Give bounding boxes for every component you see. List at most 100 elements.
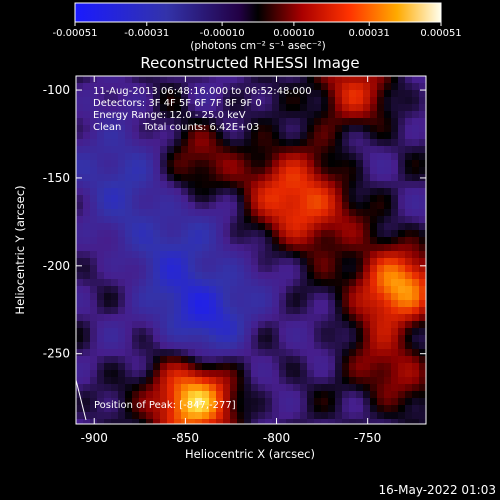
heatmap-cell <box>342 167 350 175</box>
heatmap-cell <box>146 132 154 140</box>
heatmap-cell <box>223 419 231 424</box>
heatmap-cell <box>216 412 224 420</box>
heatmap-cell <box>398 132 406 140</box>
heatmap-cell <box>132 230 140 238</box>
heatmap-cell <box>370 335 378 343</box>
heatmap-cell <box>356 349 364 357</box>
heatmap-cell <box>118 377 126 385</box>
heatmap-cell <box>384 111 392 119</box>
heatmap-cell <box>335 244 343 252</box>
heatmap-cell <box>412 146 420 154</box>
colorbar-tick-label: 0.00051 <box>420 28 461 39</box>
heatmap-cell <box>363 216 371 224</box>
heatmap-cell <box>370 279 378 287</box>
heatmap-cell <box>307 104 315 112</box>
heatmap-cell <box>209 405 217 413</box>
heatmap-cell <box>405 139 413 147</box>
heatmap-cell <box>384 244 392 252</box>
heatmap-cell <box>146 377 154 385</box>
heatmap-cell <box>223 356 231 364</box>
heatmap-cell <box>342 356 350 364</box>
heatmap-cell <box>202 405 210 413</box>
heatmap-cell <box>104 286 112 294</box>
heatmap-cell <box>139 391 147 399</box>
heatmap-cell <box>195 111 203 119</box>
heatmap-cell <box>384 167 392 175</box>
heatmap-cell <box>139 153 147 161</box>
heatmap-cell <box>307 174 315 182</box>
heatmap-cell <box>202 286 210 294</box>
heatmap-cell <box>237 272 245 280</box>
heatmap-cell <box>279 363 287 371</box>
heatmap-cell <box>209 118 217 126</box>
heatmap-cell <box>139 349 147 357</box>
heatmap-cell <box>83 230 91 238</box>
heatmap-cell <box>363 405 371 413</box>
heatmap-cell <box>153 139 161 147</box>
heatmap-cell <box>146 139 154 147</box>
heatmap-cell <box>293 202 301 210</box>
heatmap-cell <box>167 321 175 329</box>
heatmap-cell <box>174 419 182 424</box>
heatmap-cell <box>188 146 196 154</box>
heatmap-cell <box>419 251 426 259</box>
heatmap-cell <box>216 132 224 140</box>
heatmap-cell <box>307 363 315 371</box>
heatmap-cell <box>132 167 140 175</box>
heatmap-cell <box>286 342 294 350</box>
heatmap-cell <box>363 167 371 175</box>
heatmap-cell <box>160 153 168 161</box>
heatmap-cell <box>419 342 426 350</box>
heatmap-cell <box>377 314 385 322</box>
heatmap-cell <box>209 139 217 147</box>
heatmap-cell <box>370 223 378 231</box>
heatmap-cell <box>384 174 392 182</box>
heatmap-cell <box>286 223 294 231</box>
heatmap-cell <box>307 146 315 154</box>
heatmap-cell <box>202 335 210 343</box>
heatmap-cell <box>342 76 350 84</box>
heatmap-cell <box>90 300 98 308</box>
heatmap-cell <box>125 237 133 245</box>
heatmap-cell <box>167 244 175 252</box>
heatmap-cell <box>356 146 364 154</box>
heatmap-cell <box>111 307 119 315</box>
heatmap-cell <box>237 384 245 392</box>
heatmap-cell <box>139 363 147 371</box>
heatmap-cell <box>97 328 105 336</box>
heatmap-cell <box>118 328 126 336</box>
heatmap-cell <box>104 391 112 399</box>
heatmap-cell <box>160 97 168 105</box>
heatmap-cell <box>349 146 357 154</box>
heatmap-cell <box>125 181 133 189</box>
heatmap-cell <box>202 195 210 203</box>
heatmap-cell <box>251 251 259 259</box>
heatmap-cell <box>328 202 336 210</box>
heatmap-cell <box>83 349 91 357</box>
heatmap-cell <box>111 244 119 252</box>
heatmap-cell <box>90 272 98 280</box>
heatmap-cell <box>335 321 343 329</box>
heatmap-cell <box>76 272 84 280</box>
heatmap-cell <box>181 132 189 140</box>
heatmap-cell <box>76 111 84 119</box>
heatmap-cell <box>419 272 426 280</box>
heatmap-cell <box>223 265 231 273</box>
heatmap-cell <box>125 97 133 105</box>
heatmap-cell <box>370 76 378 84</box>
heatmap-cell <box>195 90 203 98</box>
heatmap-cell <box>279 321 287 329</box>
heatmap-cell <box>195 335 203 343</box>
heatmap-cell <box>118 104 126 112</box>
heatmap-cell <box>223 342 231 350</box>
heatmap-cell <box>286 279 294 287</box>
heatmap-cell <box>146 398 154 406</box>
heatmap-cell <box>384 160 392 168</box>
heatmap-cell <box>181 146 189 154</box>
heatmap-cell <box>286 384 294 392</box>
heatmap-cell <box>125 83 133 91</box>
heatmap-cell <box>279 349 287 357</box>
heatmap-cell <box>97 279 105 287</box>
heatmap-cell <box>83 244 91 252</box>
heatmap-cell <box>167 335 175 343</box>
